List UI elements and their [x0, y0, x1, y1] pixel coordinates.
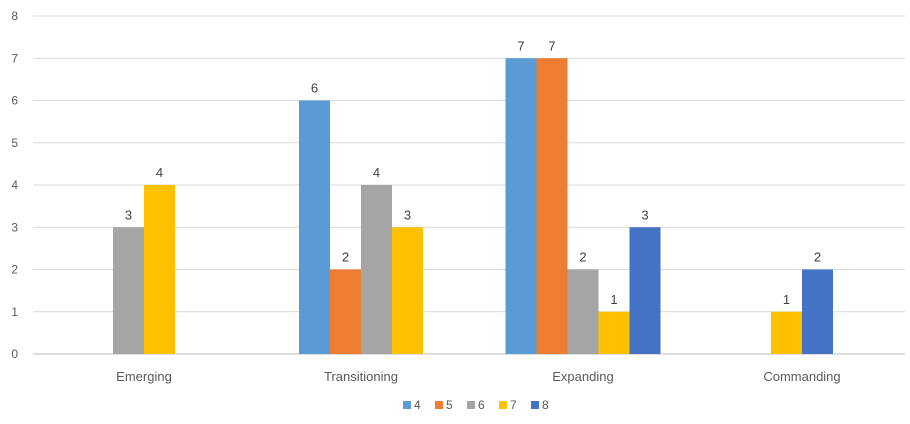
legend-label: 5 — [446, 398, 453, 412]
legend-label: 8 — [542, 398, 549, 412]
bar-transitioning-series-6 — [361, 185, 392, 354]
y-axis-tick-labels: 0 1 2 3 4 5 6 7 8 — [11, 9, 18, 361]
legend-swatch-8 — [531, 401, 539, 409]
data-label: 4 — [156, 165, 163, 180]
data-label: 3 — [641, 207, 648, 222]
data-label: 1 — [783, 292, 790, 307]
bars — [113, 58, 833, 354]
y-tick-label: 5 — [11, 136, 18, 150]
bar-commanding-series-7 — [771, 311, 802, 354]
data-label: 7 — [517, 38, 524, 53]
bar-expanding-series-8 — [629, 227, 661, 354]
y-tick-label: 7 — [11, 51, 18, 65]
data-label: 3 — [404, 207, 411, 222]
legend-swatch-7 — [499, 401, 507, 409]
y-tick-label: 4 — [11, 178, 18, 192]
y-tick-label: 0 — [11, 347, 18, 361]
data-label: 2 — [342, 250, 349, 265]
x-tick-label: Commanding — [763, 369, 840, 384]
data-label: 3 — [125, 207, 132, 222]
gridlines — [33, 15, 905, 355]
x-tick-label: Emerging — [116, 369, 172, 384]
legend-swatch-6 — [467, 401, 475, 409]
bar-expanding-series-7 — [598, 311, 630, 354]
data-label: 6 — [311, 81, 318, 96]
y-tick-label: 3 — [11, 220, 18, 234]
legend-label: 6 — [478, 398, 485, 412]
y-tick-label: 1 — [11, 305, 18, 319]
y-tick-label: 2 — [11, 263, 18, 277]
data-label: 4 — [373, 165, 380, 180]
bar-emerging-series-6 — [113, 227, 144, 354]
bar-expanding-series-6 — [567, 269, 599, 354]
x-tick-label: Transitioning — [324, 369, 398, 384]
legend: 4 5 6 7 8 — [403, 398, 549, 412]
legend-label: 7 — [510, 398, 517, 412]
data-label: 7 — [548, 38, 555, 53]
legend-swatch-4 — [403, 401, 411, 409]
bar-emerging-series-7 — [144, 185, 175, 354]
data-label: 2 — [814, 250, 821, 265]
data-label: 2 — [579, 250, 586, 265]
y-tick-label: 6 — [11, 94, 18, 108]
x-tick-label: Expanding — [552, 369, 613, 384]
legend-label: 4 — [414, 398, 421, 412]
x-axis-tick-labels: Emerging Transitioning Expanding Commanding — [116, 369, 840, 384]
legend-swatch-5 — [435, 401, 443, 409]
bar-expanding-series-5 — [536, 58, 568, 354]
bar-transitioning-series-5 — [330, 269, 361, 354]
bar-transitioning-series-4 — [299, 100, 330, 354]
bar-commanding-series-8 — [802, 269, 833, 354]
bar-transitioning-series-7 — [392, 227, 423, 354]
data-label: 1 — [610, 292, 617, 307]
y-tick-label: 8 — [11, 9, 18, 23]
bar-expanding-series-4 — [505, 58, 537, 354]
data-labels: 3 4 6 2 4 3 7 7 2 1 3 1 2 — [125, 38, 821, 307]
